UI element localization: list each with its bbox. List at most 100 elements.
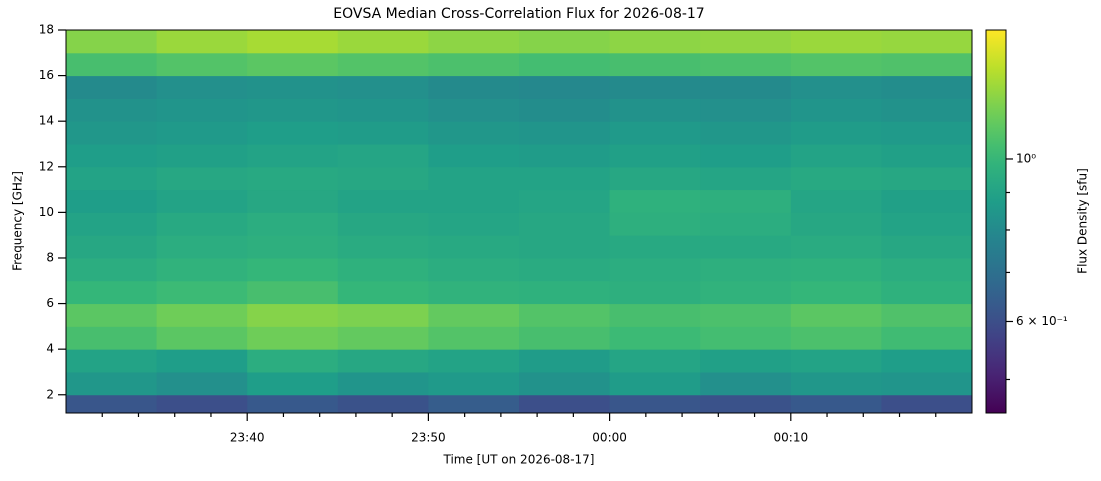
heatmap-cell [428, 235, 520, 259]
heatmap-cell [519, 326, 611, 350]
y-tick-label: 16 [39, 68, 54, 82]
heatmap-cell [790, 394, 882, 414]
x-tick-label: 23:50 [411, 431, 446, 445]
heatmap-cell [881, 98, 973, 122]
heatmap-cell [337, 98, 429, 122]
heatmap-cell [428, 280, 520, 305]
heatmap-cell [609, 52, 701, 77]
heatmap-cell [156, 326, 248, 350]
heatmap-cell [247, 98, 339, 122]
heatmap-cell [700, 98, 792, 122]
y-tick-label: 12 [39, 159, 54, 173]
heatmap-cell [790, 75, 882, 99]
heatmap-cell [337, 75, 429, 99]
heatmap-cell [609, 371, 701, 396]
heatmap-cell [337, 371, 429, 396]
heatmap-cell [66, 143, 158, 168]
colorbar-label: Flux Density [sfu] [1076, 168, 1090, 274]
heatmap-cell [337, 235, 429, 259]
heatmap-cell [609, 166, 701, 191]
heatmap-cell [247, 303, 339, 327]
heatmap-cell [881, 52, 973, 77]
heatmap-cell [247, 143, 339, 168]
heatmap-cell [790, 166, 882, 191]
heatmap-cell [790, 30, 882, 54]
heatmap-cell [700, 75, 792, 99]
heatmap-cell [156, 349, 248, 373]
heatmap-cell [337, 30, 429, 54]
colorbar-tick-label: 10⁰ [1016, 151, 1036, 165]
heatmap-cell [700, 280, 792, 305]
heatmap-cell [609, 326, 701, 350]
y-tick-label: 8 [46, 250, 54, 264]
heatmap-cell [881, 166, 973, 191]
heatmap-cell [700, 326, 792, 350]
heatmap-cell [519, 235, 611, 259]
heatmap-cell [247, 75, 339, 99]
heatmap-cell [700, 349, 792, 373]
heatmap-cell [881, 303, 973, 327]
heatmap-cell [790, 189, 882, 213]
x-tick-label: 00:10 [774, 431, 809, 445]
x-axis-label: Time [UT on 2026-08-17] [443, 453, 595, 467]
heatmap-cell [609, 394, 701, 414]
heatmap-cell [790, 143, 882, 168]
heatmap-cell [790, 52, 882, 77]
heatmap-cell [156, 98, 248, 122]
heatmap-cell [519, 121, 611, 145]
heatmap-cell [609, 98, 701, 122]
heatmap-cell [66, 349, 158, 373]
heatmap-cell [337, 143, 429, 168]
heatmap-cell [881, 257, 973, 282]
heatmap-cell [337, 280, 429, 305]
heatmap-cell [66, 98, 158, 122]
heatmap-cell [609, 303, 701, 327]
heatmap-cell [790, 280, 882, 305]
heatmap-cell [790, 326, 882, 350]
heatmap-cell [247, 280, 339, 305]
heatmap-cell [337, 326, 429, 350]
heatmap-cell [428, 303, 520, 327]
y-tick-label: 14 [39, 114, 54, 128]
heatmap-cell [700, 121, 792, 145]
heatmap-cell [66, 326, 158, 350]
colorbar-tick-label: 6 × 10⁻¹ [1016, 314, 1068, 328]
heatmap-cell [66, 121, 158, 145]
heatmap-cell [156, 30, 248, 54]
heatmap-cell [156, 143, 248, 168]
heatmap-cell [519, 166, 611, 191]
heatmap-cell [790, 98, 882, 122]
heatmap-cell [428, 143, 520, 168]
heatmap-cell [519, 75, 611, 99]
heatmap-cell [700, 212, 792, 236]
heatmap-cell [519, 212, 611, 236]
heatmap-cell [519, 303, 611, 327]
heatmap-cell [609, 212, 701, 236]
heatmap-cell [337, 349, 429, 373]
heatmap-cell [700, 166, 792, 191]
heatmap-cell [428, 257, 520, 282]
heatmap-cell [609, 30, 701, 54]
heatmap-cell [337, 189, 429, 213]
heatmap-cell [700, 189, 792, 213]
heatmap-cell [519, 280, 611, 305]
heatmap-cell [247, 189, 339, 213]
heatmap-cell [156, 52, 248, 77]
heatmap-cell [247, 166, 339, 191]
y-tick-label: 6 [46, 296, 54, 310]
y-tick-label: 10 [39, 205, 54, 219]
heatmap-cell [247, 235, 339, 259]
heatmap-cell [790, 121, 882, 145]
heatmap-cell [66, 371, 158, 396]
heatmap-cell [881, 30, 973, 54]
heatmap-cell [247, 349, 339, 373]
heatmap-cell [428, 212, 520, 236]
heatmap-cell [609, 280, 701, 305]
x-tick-label: 23:40 [230, 431, 265, 445]
heatmap-cell [790, 212, 882, 236]
heatmap-cell [156, 75, 248, 99]
heatmap-cell [519, 30, 611, 54]
heatmap-cell [337, 166, 429, 191]
heatmap-cell [609, 349, 701, 373]
